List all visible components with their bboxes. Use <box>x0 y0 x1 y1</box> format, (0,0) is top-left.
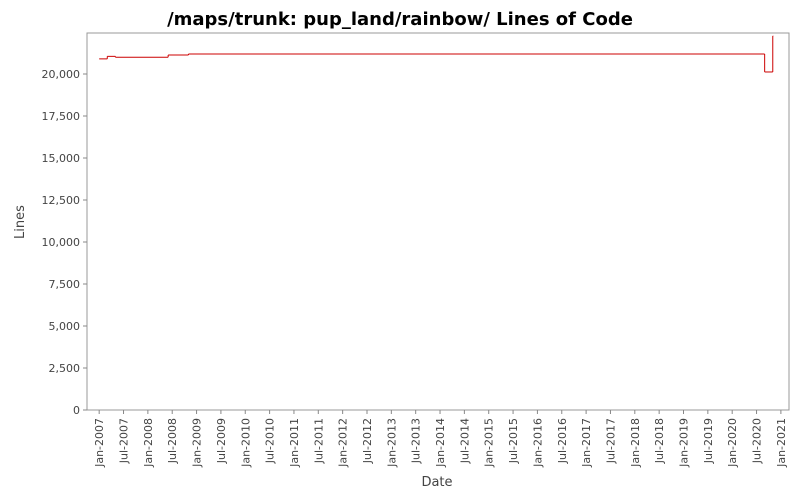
y-tick-label: 5,000 <box>49 320 81 333</box>
y-tick-label: 7,500 <box>49 278 81 291</box>
x-tick-label: Jan-2020 <box>726 418 739 468</box>
x-tick-label: Jan-2016 <box>531 418 544 468</box>
y-tick-label: 15,000 <box>42 152 81 165</box>
y-tick-label: 0 <box>73 404 80 417</box>
x-tick-label: Jan-2012 <box>337 418 350 468</box>
x-tick-label: Jan-2017 <box>580 418 593 468</box>
x-tick-label: Jan-2011 <box>288 418 301 468</box>
y-axis-title: Lines <box>13 205 28 239</box>
x-tick-label: Jan-2013 <box>385 418 398 468</box>
x-tick-label: Jan-2018 <box>629 418 642 468</box>
x-tick-label: Jan-2015 <box>483 418 496 468</box>
x-tick-label: Jul-2008 <box>166 418 179 464</box>
x-tick-label: Jul-2016 <box>556 418 569 464</box>
y-tick-label: 17,500 <box>42 110 81 123</box>
x-tick-label: Jan-2007 <box>93 418 106 468</box>
y-tick-label: 2,500 <box>49 362 81 375</box>
x-tick-label: Jul-2014 <box>458 418 471 464</box>
y-tick-label: 20,000 <box>42 68 81 81</box>
x-tick-label: Jan-2019 <box>677 418 690 468</box>
x-tick-label: Jul-2011 <box>312 418 325 464</box>
x-tick-label: Jul-2010 <box>264 418 277 464</box>
x-tick-label: Jul-2009 <box>215 418 228 464</box>
y-tick-label: 12,500 <box>42 194 81 207</box>
x-tick-label: Jul-2012 <box>361 418 374 464</box>
x-tick-label: Jan-2014 <box>434 418 447 468</box>
x-tick-label: Jul-2020 <box>751 418 764 464</box>
x-tick-label: Jan-2008 <box>142 418 155 468</box>
x-tick-label: Jul-2013 <box>410 418 423 464</box>
x-tick-label: Jan-2010 <box>239 418 252 468</box>
chart-title: /maps/trunk: pup_land/rainbow/ Lines of … <box>167 9 633 30</box>
plot-area <box>86 32 790 411</box>
x-tick-label: Jul-2019 <box>702 418 715 464</box>
x-tick-label: Jan-2009 <box>191 418 204 468</box>
x-tick-label: Jan-2021 <box>775 418 788 468</box>
x-tick-label: Jul-2015 <box>507 418 520 464</box>
x-axis-title: Date <box>421 475 452 490</box>
x-tick-label: Jul-2018 <box>653 418 666 464</box>
y-tick-label: 10,000 <box>42 236 81 249</box>
x-tick-label: Jul-2017 <box>604 418 617 464</box>
x-tick-label: Jul-2007 <box>118 418 131 464</box>
